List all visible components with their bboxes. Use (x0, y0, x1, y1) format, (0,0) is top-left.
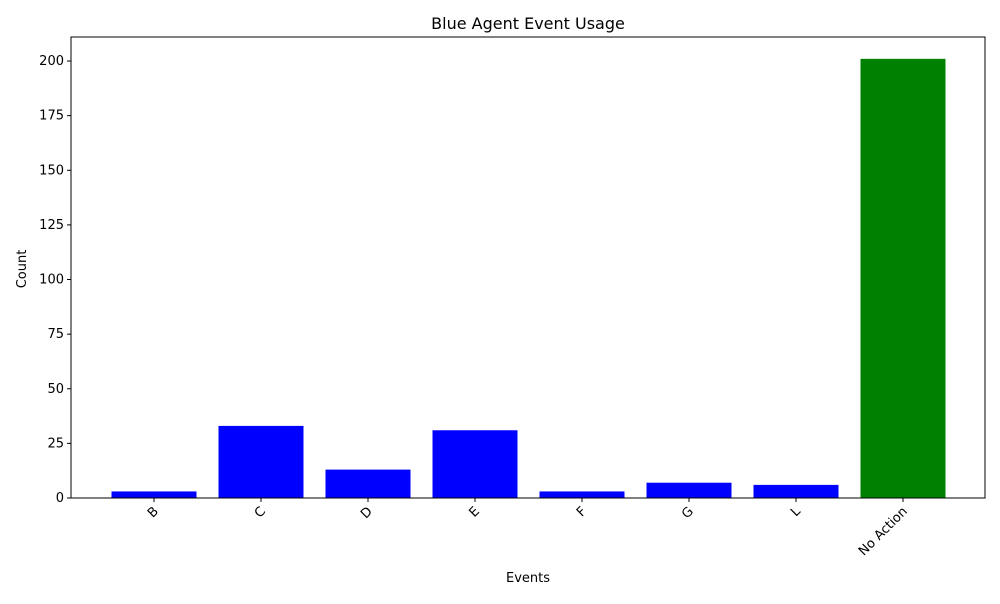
x-tick-label: No Action (856, 504, 911, 559)
x-axis-label: Events (506, 571, 550, 586)
y-tick-label: 50 (47, 382, 64, 397)
x-tick-label: F (574, 504, 590, 520)
bar-e (432, 430, 518, 498)
y-tick-label: 200 (39, 54, 64, 69)
bar-d (325, 469, 411, 498)
x-tick-label: G (679, 504, 697, 522)
y-tick-label: 125 (39, 218, 64, 233)
x-tick-label: D (358, 504, 376, 522)
bar-l (753, 484, 839, 498)
chart-title: Blue Agent Event Usage (431, 14, 625, 33)
bar-b (111, 491, 197, 498)
bars (111, 58, 946, 499)
x-axis: B C D E F G L No Action (145, 498, 911, 559)
bar-g (646, 482, 732, 498)
x-tick-label: L (788, 504, 804, 520)
x-tick-label: B (145, 504, 162, 521)
x-tick-label: E (466, 504, 482, 520)
bar-no-action (860, 58, 946, 499)
bar-f (539, 491, 625, 498)
y-tick-label: 100 (39, 273, 64, 288)
y-tick-label: 75 (47, 327, 64, 342)
x-tick-label: C (252, 504, 269, 521)
bar-c (218, 425, 304, 498)
y-tick-label: 175 (39, 109, 64, 124)
y-axis-label: Count (15, 250, 30, 289)
y-tick-label: 150 (39, 163, 64, 178)
plot-frame (70, 36, 986, 499)
y-tick-label: 0 (56, 491, 64, 506)
y-axis: 0 25 50 75 100 125 150 175 200 (39, 54, 71, 506)
y-tick-label: 25 (47, 436, 64, 451)
